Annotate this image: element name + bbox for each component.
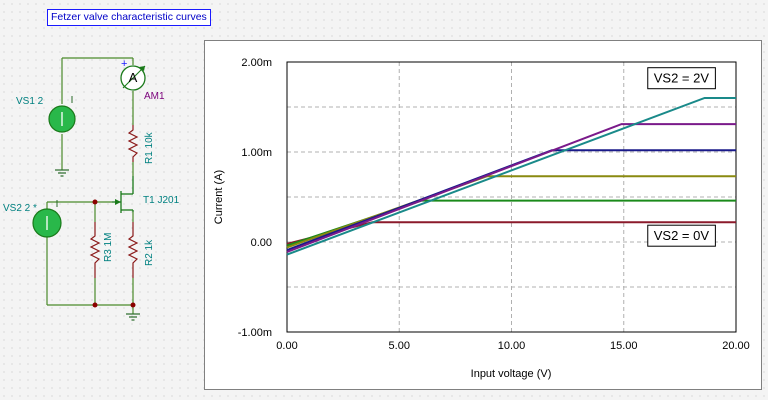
t1-jfet-icon[interactable] [112,176,134,213]
annotation-1: VS2 = 2V [647,67,716,90]
chart-annotations: VS2 = 2V VS2 = 0V [647,67,716,247]
vs2-source[interactable] [32,200,62,238]
am1-label: AM1 [144,91,165,102]
r3-label: R3 1M [103,233,114,262]
circuit-title[interactable]: Fetzer valve characteristic curves [47,9,211,26]
r2-label: R2 1k [144,239,155,266]
y-tick-label: 0.00 [251,237,272,249]
characteristic-chart[interactable]: 0.00 5.00 10.00 15.00 20.00 -1.00m 0.00 1.00m 2.… [205,41,763,391]
node-gate [92,199,98,205]
ammeter-plus-sign: + [121,58,127,70]
x-tick-label: 15.00 [610,340,638,352]
r3-resistor[interactable] [89,222,101,278]
ground-icon [55,169,69,177]
ground-icon [126,313,140,321]
y-axis-title: Current (A) [213,170,225,224]
plot-panel: 0.00 5.00 10.00 15.00 20.00 -1.00m 0.00 1.00m 2.… [204,40,762,390]
annotation-label: VS2 = 2V [654,71,710,86]
x-tick-label: 5.00 [389,340,410,352]
t1-label: T1 J201 [143,195,180,206]
ammeter-icon[interactable] [120,65,146,91]
series-line-5 [286,123,736,253]
chart-series-group [286,97,736,256]
annotation-box [647,224,716,247]
x-axis-title: Input voltage (V) [471,368,552,380]
node-bottom-right [130,302,136,308]
x-tick-label: 20.00 [722,340,750,352]
y-tick-label: 1.00m [241,147,272,159]
series-line-6 [286,97,736,256]
plot-frame [286,61,737,333]
axis-ticks: 0.00 5.00 10.00 15.00 20.00 -1.00m 0.00 1.00m 2.… [238,57,750,352]
x-tick-label: 0.00 [276,340,297,352]
annotation-2: VS2 = 0V [647,224,716,247]
r1-label: R1 10k [144,131,155,164]
y-tick-label: 2.00m [241,57,272,69]
r1-resistor[interactable] [127,125,139,162]
vs2-label: VS2 2 * [3,203,37,214]
circuit-schematic: A + VS1 2 VS2 2 * AM1 T1 J201 R1 10k R2 … [3,57,180,321]
r2-resistor[interactable] [127,222,139,278]
annotation-box [647,67,716,90]
vs1-source[interactable] [48,96,76,133]
annotation-label: VS2 = 0V [654,228,710,243]
node-bottom-left [92,302,98,308]
ammeter-symbol: A [129,70,138,85]
y-tick-label: -1.00m [238,327,272,339]
x-tick-label: 10.00 [498,340,526,352]
vs1-label: VS1 2 [16,96,44,107]
chart-grid [287,62,736,332]
